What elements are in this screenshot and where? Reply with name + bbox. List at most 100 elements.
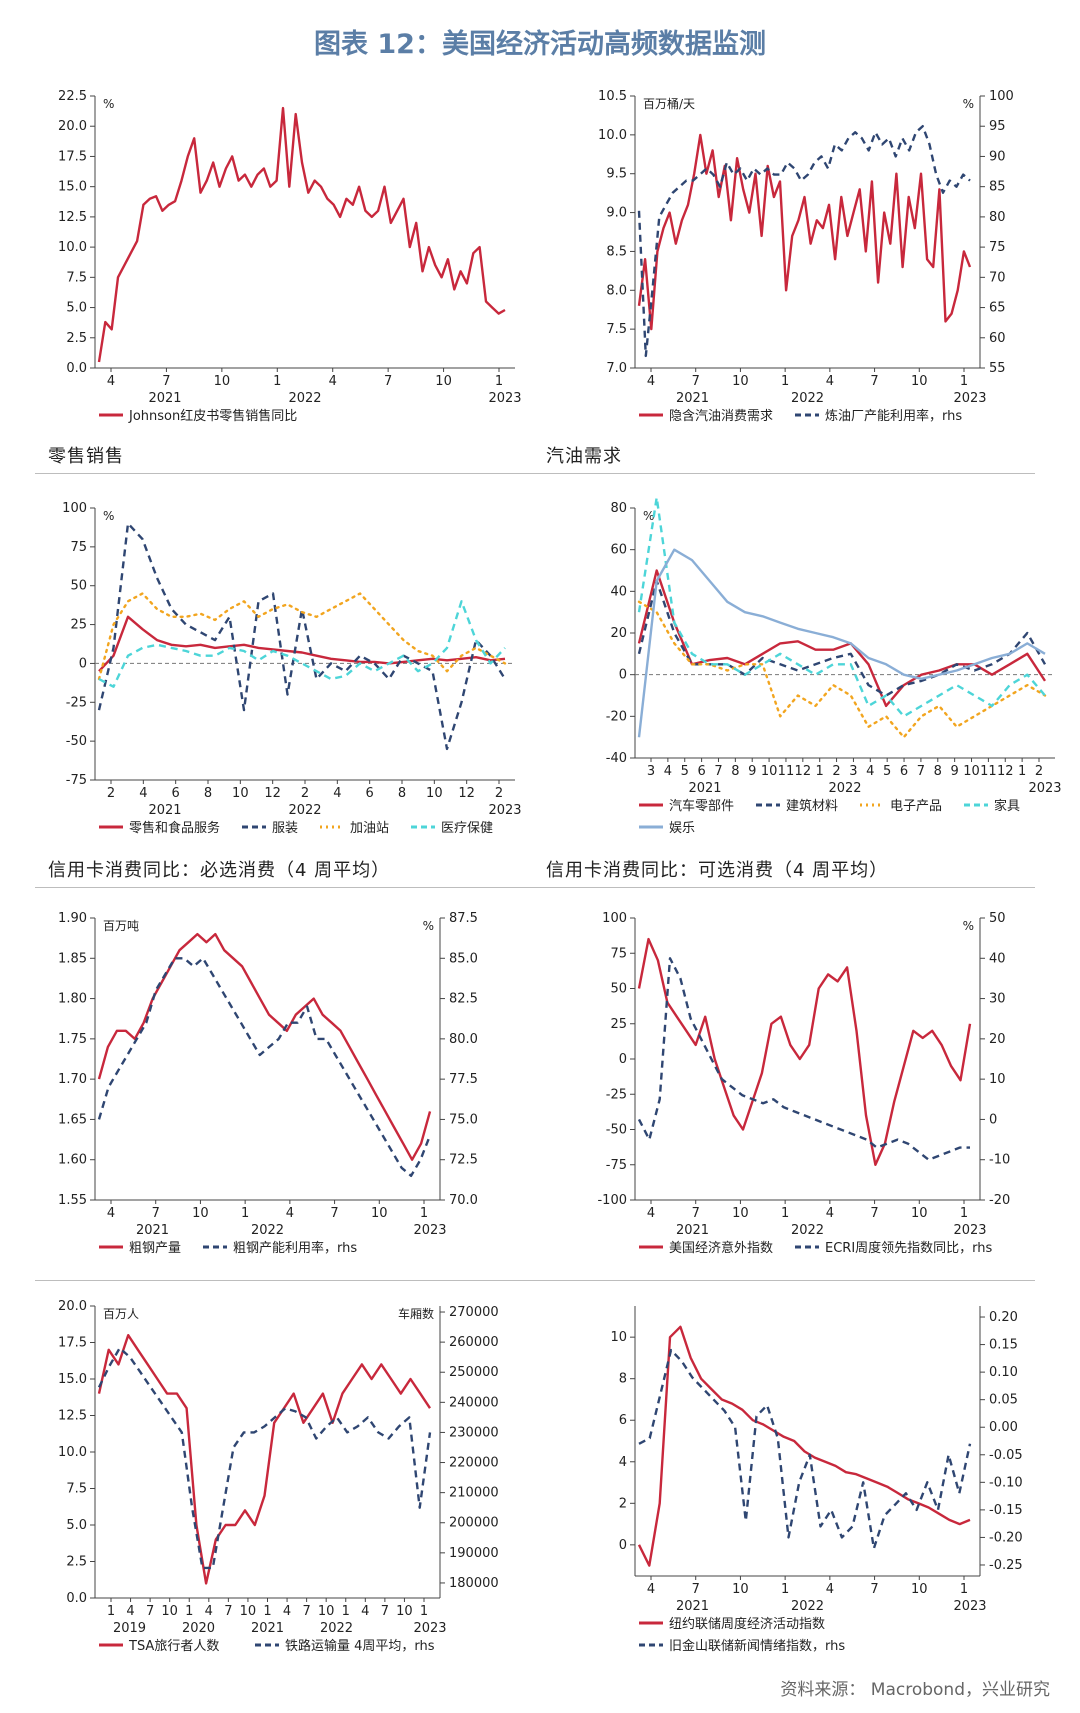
x-tick-label: 4 bbox=[361, 1604, 369, 1619]
y-tick-label-left: 20.0 bbox=[58, 1299, 87, 1314]
x-tick-label: 7 bbox=[162, 374, 170, 389]
y-tick-label-left: 10.0 bbox=[598, 128, 627, 143]
series-line-1 bbox=[97, 522, 507, 751]
x-year-label: 2023 bbox=[488, 391, 521, 406]
y-tick-label-right: 190000 bbox=[449, 1546, 499, 1561]
x-year-label: 2022 bbox=[828, 781, 861, 796]
legend-label-1: 服装 bbox=[272, 821, 298, 836]
chart-johnson-redbook: 0.0 2.5 5.0 7.5 10.0 12.5 15.0 17.5 20.0 22.5 % 4 7 1… bbox=[58, 89, 522, 424]
x-tick-label: 1 bbox=[107, 1604, 115, 1619]
x-year-label: 2021 bbox=[251, 1621, 284, 1636]
y-tick-label-left: 5.0 bbox=[66, 1518, 87, 1533]
y-tick-label-left: 7.5 bbox=[66, 1482, 87, 1497]
series-line-1 bbox=[637, 579, 1047, 697]
section-divider bbox=[35, 1280, 1035, 1281]
y-tick-label-left: 0 bbox=[79, 656, 87, 671]
x-tick-label: 10 bbox=[318, 1604, 335, 1619]
x-tick-label: 7 bbox=[692, 1206, 700, 1221]
legend-label-0: 粗钢产量 bbox=[129, 1241, 181, 1256]
y-tick-label-left: 5.0 bbox=[66, 301, 87, 316]
x-tick-label: 2 bbox=[1035, 764, 1043, 779]
y-tick-label-right: 80 bbox=[989, 210, 1006, 225]
y-tick-label-right: 55 bbox=[989, 361, 1006, 376]
x-tick-label: 7 bbox=[692, 1582, 700, 1597]
x-tick-label: 3 bbox=[849, 764, 857, 779]
y-tick-label-right: 70.0 bbox=[449, 1193, 478, 1208]
x-tick-label: 1 bbox=[263, 1604, 271, 1619]
legend-label-2: 电子产品 bbox=[890, 799, 942, 814]
y-tick-label-right: 40 bbox=[989, 951, 1006, 966]
y-tick-label-left: -40 bbox=[606, 751, 627, 766]
y-tick-label-right: 210000 bbox=[449, 1486, 499, 1501]
x-tick-label: 10 bbox=[192, 1206, 209, 1221]
x-tick-label: 4 bbox=[139, 786, 147, 801]
y-tick-label-left: 15.0 bbox=[58, 1372, 87, 1387]
series-line-0 bbox=[97, 1334, 431, 1585]
y-tick-label-left: 1.75 bbox=[58, 1032, 87, 1047]
y-tick-label-left: 2.5 bbox=[66, 1555, 87, 1570]
x-tick-label: 7 bbox=[224, 1604, 232, 1619]
y-tick-label-left: 7.5 bbox=[606, 322, 627, 337]
x-tick-label: 11 bbox=[980, 764, 997, 779]
y-tick-label-left: 100 bbox=[602, 911, 627, 926]
y-tick-label-left: 100 bbox=[62, 501, 87, 516]
y-tick-label-right: 20 bbox=[989, 1032, 1006, 1047]
x-tick-label: 4 bbox=[866, 764, 874, 779]
y-tick-label-right: 80.0 bbox=[449, 1032, 478, 1047]
page-title: 图表 12：美国经济活动高频数据监测 bbox=[314, 29, 766, 60]
y-tick-label-left: 17.5 bbox=[58, 149, 87, 164]
x-tick-label: 10 bbox=[732, 1206, 749, 1221]
y-tick-label-left: 10.0 bbox=[58, 1445, 87, 1460]
x-year-label: 2021 bbox=[676, 391, 709, 406]
x-tick-label: 11 bbox=[778, 764, 795, 779]
x-year-label: 2021 bbox=[688, 781, 721, 796]
chart-economic-surprise: -100-75-50-250255075100-20-1001020304050… bbox=[597, 911, 1010, 1256]
series-line-0 bbox=[637, 569, 1047, 708]
section-divider bbox=[35, 887, 1035, 888]
x-tick-label: 4 bbox=[647, 374, 655, 389]
x-year-label: 2021 bbox=[148, 803, 181, 818]
series-line-3 bbox=[637, 496, 1046, 718]
chart-ny-fed-sf-fed: 0 2 4 6 8 10 -0.25 -0.20 -0.15 -0.10 -0.05 0.00 0.05… bbox=[610, 1306, 1023, 1654]
y-tick-label-left: 4 bbox=[619, 1455, 627, 1470]
x-year-label: 2021 bbox=[136, 1223, 169, 1238]
y-tick-label-right: 72.5 bbox=[449, 1153, 478, 1168]
legend-label-1: 铁路运输量 4周平均，rhs bbox=[285, 1638, 435, 1654]
x-tick-label: 1 bbox=[960, 1206, 968, 1221]
x-year-label: 2022 bbox=[791, 391, 824, 406]
x-tick-label: 4 bbox=[286, 1206, 294, 1221]
x-tick-label: 4 bbox=[826, 374, 834, 389]
y-tick-label-left: 25 bbox=[70, 618, 87, 633]
series-line-3 bbox=[98, 600, 506, 688]
y-tick-label-right: 270000 bbox=[449, 1305, 499, 1320]
y-tick-label-left: 7.0 bbox=[606, 361, 627, 376]
x-tick-label: 9 bbox=[748, 764, 756, 779]
y-tick-label-left: -20 bbox=[606, 709, 627, 724]
series-line-1 bbox=[97, 957, 432, 1177]
y-unit-left: % bbox=[103, 509, 114, 523]
y-tick-label-left: -75 bbox=[66, 773, 87, 788]
y-tick-label-left: 80 bbox=[610, 501, 627, 516]
x-tick-label: 4 bbox=[333, 786, 341, 801]
series-line-2 bbox=[97, 592, 507, 681]
y-tick-label-left: -100 bbox=[597, 1193, 627, 1208]
y-tick-label-right: -0.15 bbox=[989, 1503, 1023, 1518]
y-tick-label-right: 200000 bbox=[449, 1516, 499, 1531]
legend-label-1: ECRI周度领先指数同比，rhs bbox=[825, 1240, 993, 1256]
y-tick-label-right: 180000 bbox=[449, 1576, 499, 1591]
legend-label-0: TSA旅行者人数 bbox=[128, 1639, 219, 1654]
x-tick-label: 1 bbox=[781, 1582, 789, 1597]
y-tick-label-left: -50 bbox=[66, 734, 87, 749]
x-tick-label: 10 bbox=[911, 374, 928, 389]
y-tick-label-left: 1.60 bbox=[58, 1153, 87, 1168]
x-year-label: 2023 bbox=[953, 391, 986, 406]
y-unit-right: % bbox=[423, 919, 434, 933]
x-year-label: 2022 bbox=[320, 1621, 353, 1636]
y-tick-label-left: -75 bbox=[606, 1158, 627, 1173]
y-tick-label-right: 0.20 bbox=[989, 1310, 1018, 1325]
y-tick-label-left: -25 bbox=[606, 1087, 627, 1102]
x-tick-label: 4 bbox=[283, 1604, 291, 1619]
x-tick-label: 4 bbox=[107, 374, 115, 389]
y-tick-label-left: 20.0 bbox=[58, 119, 87, 134]
x-tick-label: 6 bbox=[900, 764, 908, 779]
